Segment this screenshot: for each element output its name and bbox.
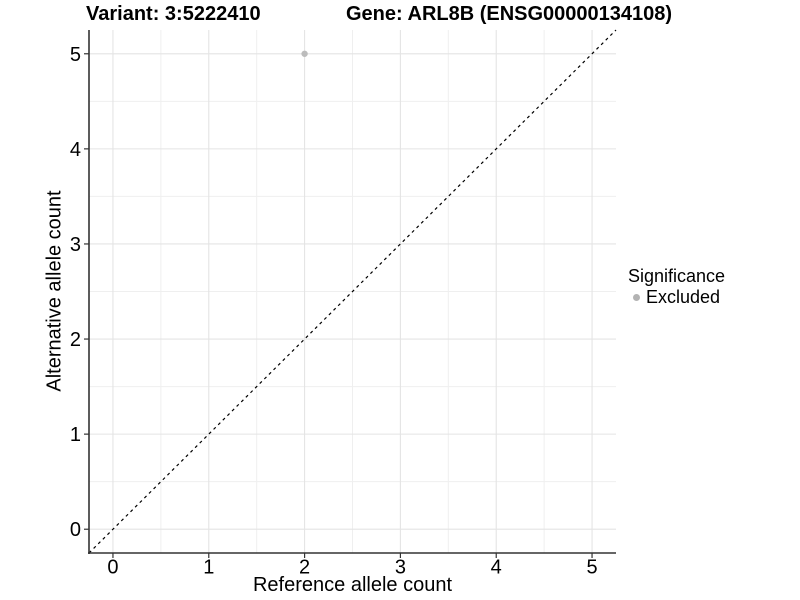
x-tick-label: 5 [586, 557, 597, 579]
x-tick-label: 4 [491, 557, 502, 579]
y-tick-label: 4 [70, 139, 81, 161]
x-axis-title: Reference allele count [252, 574, 452, 596]
identity-line [88, 29, 617, 554]
y-tick-label: 3 [70, 234, 81, 256]
legend-entry-label: Excluded [646, 287, 721, 307]
y-axis-title: Alternative allele count [43, 190, 66, 392]
y-tick-label: 0 [70, 519, 81, 541]
y-tick-label: 5 [70, 44, 81, 66]
y-tick-label: 2 [70, 329, 81, 351]
x-tick-label: 1 [203, 557, 214, 579]
x-tick-label: 0 [107, 557, 118, 579]
data-point [301, 50, 308, 57]
plot-title-gene: Gene: ARL8B (ENSG00000134108) [346, 3, 673, 25]
x-tick-label: 2 [299, 557, 310, 579]
legend-entry: Excluded [628, 287, 725, 308]
legend-title: Significance [628, 266, 726, 286]
legend: Significance Excluded [628, 266, 725, 308]
plot-title-variant: Variant: 3:5222410 [86, 3, 261, 25]
x-tick-label: 3 [395, 557, 406, 579]
y-tick-label: 1 [70, 424, 81, 446]
legend-point-icon [633, 294, 640, 301]
